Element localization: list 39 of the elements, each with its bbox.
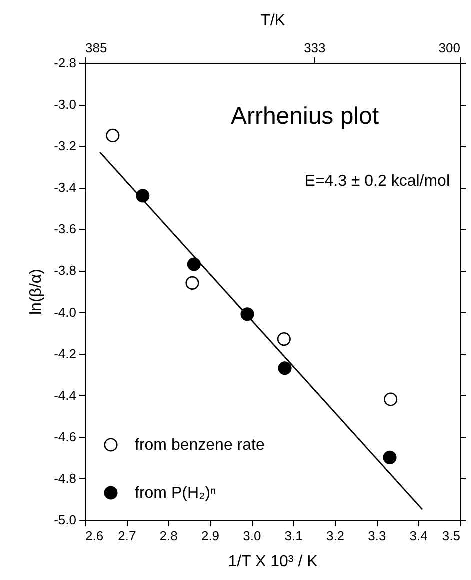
x-tick-label: 2.7 <box>118 528 136 544</box>
annotation: E=4.3 ± 0.2 kcal/mol <box>304 173 450 190</box>
x2-axis-title: T/K <box>260 12 286 30</box>
point <box>383 450 397 464</box>
point <box>384 392 398 406</box>
x2-tick-label: 333 <box>304 40 326 56</box>
y-tick-label: -3.6 <box>54 222 76 237</box>
x2-tick-label: 385 <box>86 40 108 56</box>
y-tick-label: -4.2 <box>54 346 76 362</box>
y-tick-label: -4.8 <box>54 470 76 486</box>
y-tick-label: -3.8 <box>54 263 76 278</box>
x-tick-label: 2.6 <box>86 528 104 544</box>
point <box>106 128 120 142</box>
y-tick-label: -4.6 <box>54 429 76 444</box>
x-tick-label: 3.2 <box>326 528 345 544</box>
y-tick-label: -4.0 <box>54 304 76 320</box>
x-tick-label: 2.8 <box>160 528 178 544</box>
y-tick-label: -4.4 <box>54 388 76 403</box>
x-tick-label: 3.3 <box>368 528 386 544</box>
y-tick-label: -2.8 <box>54 56 76 70</box>
x-tick-label: 3.4 <box>410 528 428 544</box>
y-tick-label: -5.0 <box>54 512 76 528</box>
point <box>186 276 200 290</box>
legend-label: from P(H₂)ⁿ <box>135 485 217 502</box>
y-tick-label: -3.2 <box>54 138 76 154</box>
x-tick-label: 2.9 <box>201 528 220 544</box>
point <box>277 332 291 346</box>
y-tick-label: -3.0 <box>54 97 76 112</box>
y-tick-label: -3.4 <box>54 180 76 196</box>
x-tick-label: 3.5 <box>442 528 460 544</box>
x2-tick-label: 300 <box>438 40 460 56</box>
x-axis-title: 1/T X 10³ / K <box>228 554 318 570</box>
x-tick-label: 3.0 <box>243 528 262 544</box>
legend-label: from benzene rate <box>135 437 265 454</box>
y-axis-title: ln(β/α) <box>28 268 46 316</box>
point <box>278 362 292 376</box>
text: Arrhenius plot <box>230 103 380 130</box>
point <box>187 258 201 272</box>
x-tick-label: 3.1 <box>284 528 303 544</box>
